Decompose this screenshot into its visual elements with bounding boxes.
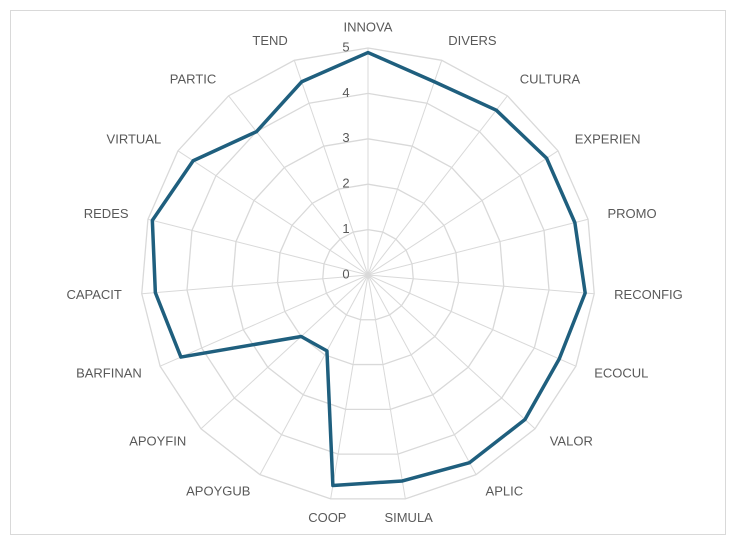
category-label: TEND <box>252 33 287 48</box>
y-tick-label: 5 <box>342 39 349 54</box>
category-label: RECONFIG <box>614 287 683 302</box>
spoke <box>367 218 589 276</box>
spoke <box>367 274 477 475</box>
category-label: SIMULA <box>384 510 433 525</box>
category-label: VIRTUAL <box>107 131 162 146</box>
grid-ring <box>141 47 595 500</box>
category-label: INNOVA <box>344 19 393 34</box>
grid-ring <box>322 228 414 321</box>
category-label: REDES <box>84 206 129 221</box>
spoke <box>147 218 369 276</box>
spoke <box>367 95 508 276</box>
spoke <box>228 95 369 276</box>
category-label: ECOCUL <box>594 366 648 381</box>
spoke <box>177 150 369 276</box>
y-tick-label: 2 <box>342 176 349 191</box>
y-tick-label: 4 <box>342 85 349 100</box>
spoke <box>159 274 369 367</box>
category-label: CULTURA <box>520 72 581 87</box>
spoke <box>367 274 595 295</box>
y-tick-label: 0 <box>342 266 349 281</box>
spoke <box>367 60 443 276</box>
grid-ring <box>231 138 505 410</box>
spoke <box>367 150 559 276</box>
category-label: PARTIC <box>170 72 216 87</box>
spoke <box>367 274 406 499</box>
category-label: COOP <box>308 510 346 525</box>
category-label: APLIC <box>486 484 524 499</box>
spoke <box>330 274 369 499</box>
category-label: EXPERIEN <box>575 131 641 146</box>
y-tick-label: 1 <box>342 221 349 236</box>
category-label: PROMO <box>607 206 656 221</box>
series-line <box>150 50 587 488</box>
grid-ring <box>186 92 550 455</box>
category-label: BARFINAN <box>76 366 142 381</box>
spoke <box>293 60 369 276</box>
category-label: APOYFIN <box>129 434 186 449</box>
spoke <box>200 274 369 430</box>
category-label: VALOR <box>550 434 593 449</box>
category-label: CAPACIT <box>66 287 121 302</box>
spoke <box>367 274 577 367</box>
grid-ring <box>276 183 460 366</box>
category-label: DIVERS <box>448 33 497 48</box>
spoke <box>367 274 536 430</box>
spoke <box>259 274 369 475</box>
spoke <box>141 274 369 295</box>
y-tick-label: 3 <box>342 130 349 145</box>
category-label: APOYGUB <box>186 484 250 499</box>
